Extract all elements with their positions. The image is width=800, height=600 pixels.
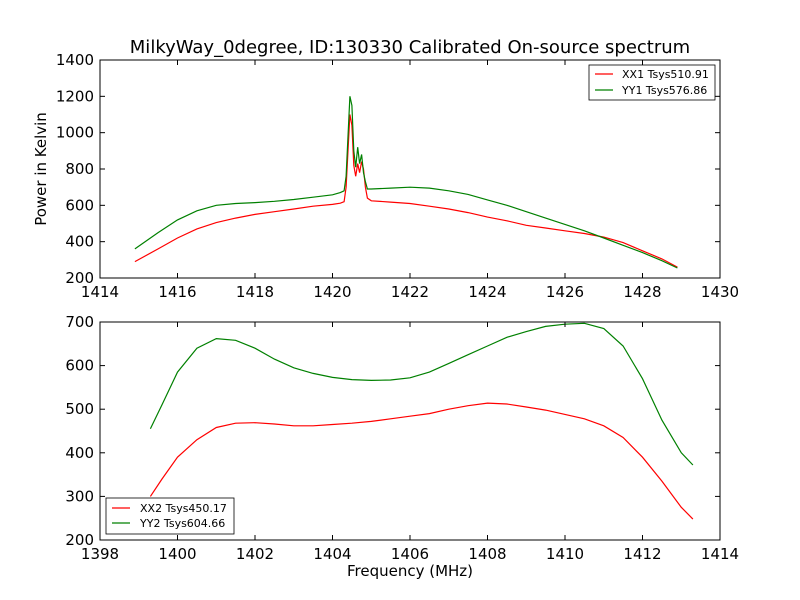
y-tick-label: 200 bbox=[65, 531, 94, 549]
series-line-top-1 bbox=[134, 96, 678, 269]
y-tick-label: 1200 bbox=[56, 87, 94, 105]
legend-label-xx2: XX2 Tsys450.17 bbox=[140, 502, 227, 515]
x-tick-label: 1420 bbox=[313, 283, 351, 301]
legend-top: XX1 Tsys510.91 YY1 Tsys576.86 bbox=[588, 64, 716, 101]
chart-title: MilkyWay_0degree, ID:130330 Calibrated O… bbox=[130, 37, 690, 58]
series-line-bottom-0 bbox=[149, 402, 694, 520]
x-tick-label: 1408 bbox=[468, 545, 506, 563]
subplot-bottom: 1398 1400 1402 1404 1406 1408 1410 1412 1414 200… bbox=[65, 313, 739, 580]
legend-label-xx1: XX1 Tsys510.91 bbox=[622, 68, 709, 81]
y-tick-label: 800 bbox=[65, 160, 94, 178]
y-tick-label: 300 bbox=[65, 487, 94, 505]
x-tick-label: 1416 bbox=[158, 283, 196, 301]
x-tick-label: 1400 bbox=[158, 545, 196, 563]
x-tick-label: 1402 bbox=[236, 545, 274, 563]
x-tick-label: 1406 bbox=[391, 545, 429, 563]
x-tick-label: 1426 bbox=[546, 283, 584, 301]
legend-box-bottom bbox=[105, 497, 235, 535]
x-tick-label: 1410 bbox=[546, 545, 584, 563]
xlabel: Frequency (MHz) bbox=[347, 562, 473, 580]
y-tick-label: 700 bbox=[65, 313, 94, 331]
subplot-top: 1414 1416 1418 1420 1422 1424 1426 1428 1430 200… bbox=[32, 51, 739, 301]
plot-top bbox=[134, 96, 678, 269]
y-tick-label: 400 bbox=[65, 444, 94, 462]
series-line-bottom-1 bbox=[149, 322, 694, 466]
legend-label-yy1: YY1 Tsys576.86 bbox=[621, 84, 707, 97]
x-tick-label: 1424 bbox=[468, 283, 506, 301]
x-tick-label: 1398 bbox=[81, 545, 119, 563]
yticks-top: 200 400 600 800 1000 1200 1400 bbox=[56, 51, 720, 287]
y-tick-label: 1400 bbox=[56, 51, 94, 69]
series-line-top-0 bbox=[134, 114, 678, 268]
x-tick-label: 1414 bbox=[701, 545, 739, 563]
legend-bottom: XX2 Tsys450.17 YY2 Tsys604.66 bbox=[105, 497, 235, 535]
ylabel-top: Power in Kelvin bbox=[32, 112, 50, 226]
x-tick-label: 1412 bbox=[623, 545, 661, 563]
legend-label-yy2: YY2 Tsys604.66 bbox=[139, 517, 225, 530]
legend-box-top bbox=[588, 64, 716, 101]
x-tick-label: 1418 bbox=[236, 283, 274, 301]
xticks-bottom: 1398 1400 1402 1404 1406 1408 1410 1412 1414 bbox=[81, 322, 739, 563]
yticks-bottom: 200 300 400 500 600 700 bbox=[65, 313, 720, 549]
y-tick-label: 500 bbox=[65, 400, 94, 418]
y-tick-label: 600 bbox=[65, 357, 94, 375]
y-tick-label: 600 bbox=[65, 196, 94, 214]
x-tick-label: 1422 bbox=[391, 283, 429, 301]
plot-bottom bbox=[149, 322, 694, 520]
x-tick-label: 1428 bbox=[623, 283, 661, 301]
x-tick-label: 1414 bbox=[81, 283, 119, 301]
xticks-top: 1414 1416 1418 1420 1422 1424 1426 1428 1430 bbox=[81, 60, 739, 301]
x-tick-label: 1404 bbox=[313, 545, 351, 563]
x-tick-label: 1430 bbox=[701, 283, 739, 301]
y-tick-label: 200 bbox=[65, 269, 94, 287]
y-tick-label: 400 bbox=[65, 233, 94, 251]
y-tick-label: 1000 bbox=[56, 124, 94, 142]
